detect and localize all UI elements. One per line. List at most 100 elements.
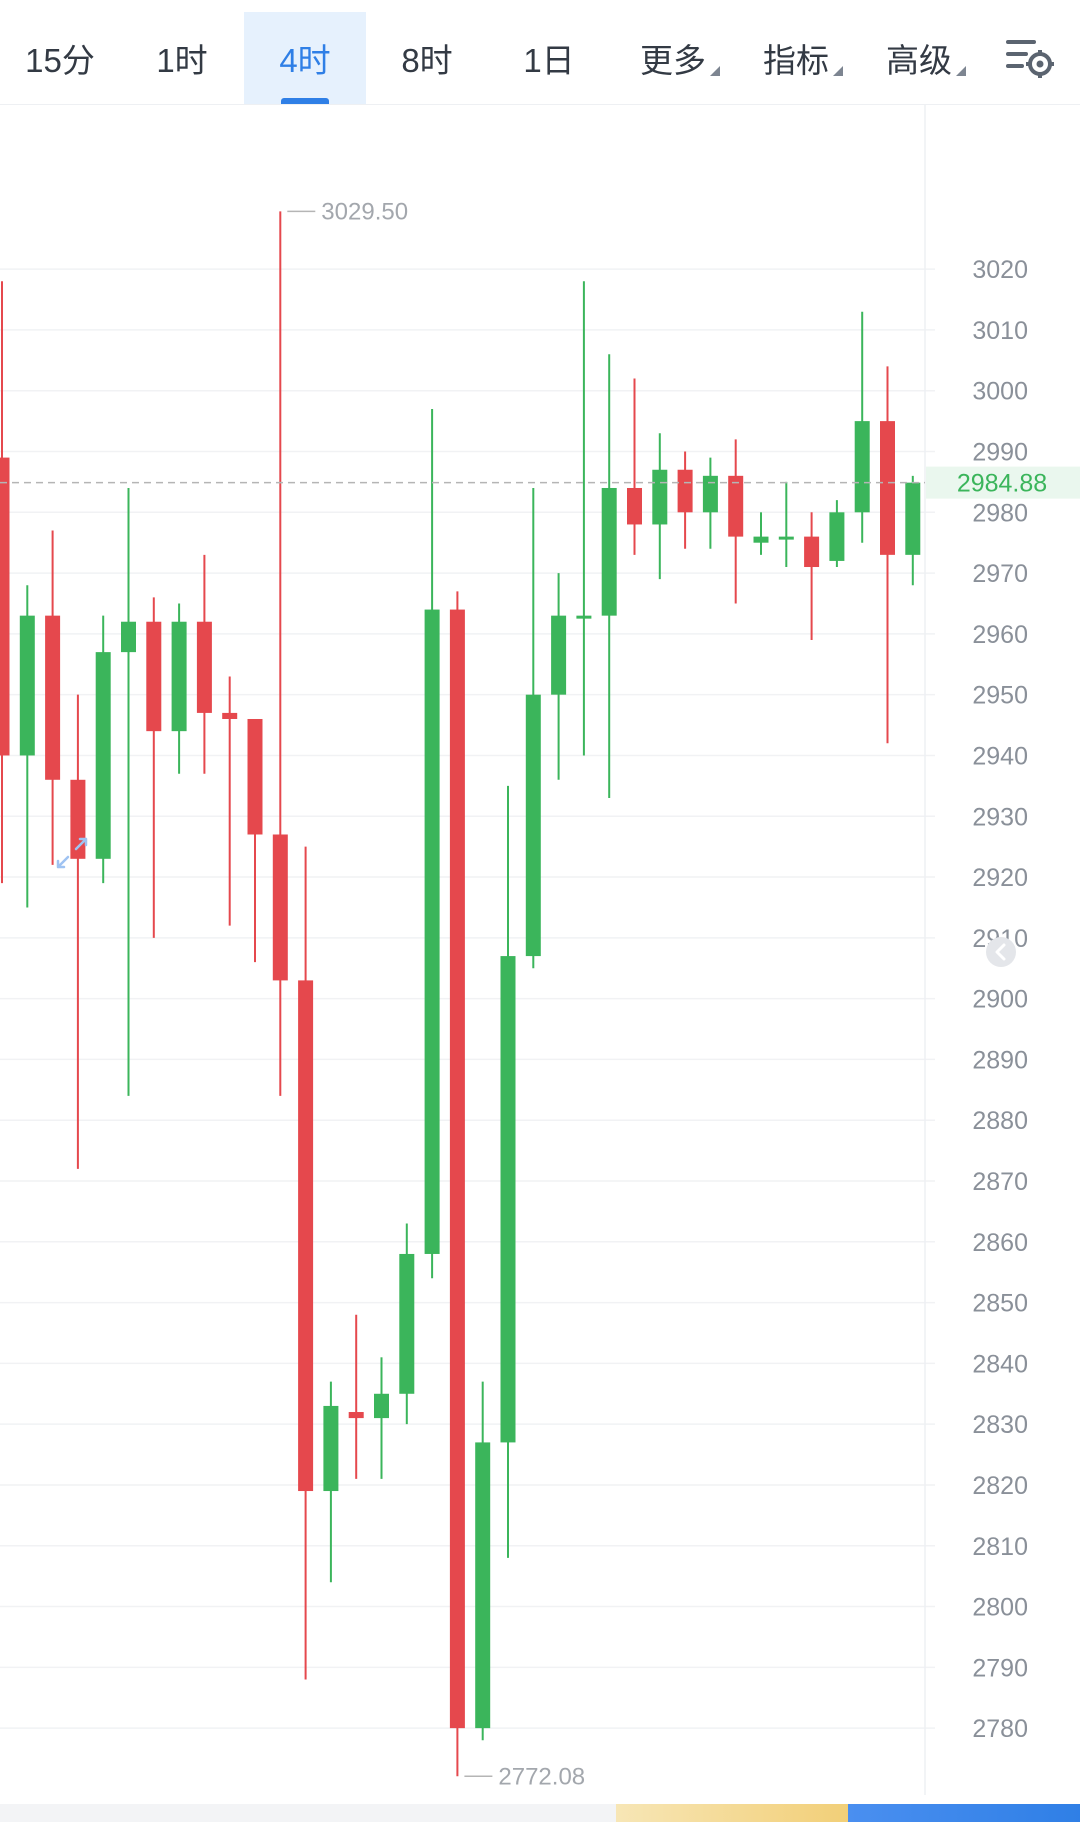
tab-1hour[interactable]: 1时 — [156, 42, 208, 79]
candle — [525, 487, 541, 969]
candle — [677, 451, 693, 549]
candle-body — [854, 421, 870, 513]
candle — [171, 603, 187, 774]
candle-body — [45, 615, 61, 780]
candle-body — [196, 621, 212, 713]
y-tick-label: 2880 — [972, 1107, 1028, 1135]
tab-4hour[interactable]: 4时 — [244, 12, 366, 104]
candle — [627, 378, 642, 555]
candle — [424, 408, 440, 1279]
candle — [247, 718, 263, 963]
candle — [146, 597, 162, 938]
low-price-label: 2772.08 — [498, 1763, 585, 1790]
y-tick-label: 2890 — [972, 1046, 1028, 1074]
candle-body — [576, 615, 592, 619]
candle — [196, 554, 212, 774]
candle — [45, 530, 61, 865]
candle-body — [272, 834, 288, 981]
candle-body — [804, 536, 820, 568]
candle-body — [677, 469, 693, 513]
candle — [95, 615, 111, 884]
more-menu[interactable]: 更多 — [640, 12, 720, 104]
candle-body — [829, 512, 845, 561]
candle — [272, 211, 288, 1096]
y-tick-label: 2930 — [972, 803, 1028, 831]
candle — [905, 475, 921, 586]
y-axis: 3020 3010 3000 2990 2980 2970 2960 2950 2940 2930… — [972, 256, 1028, 1743]
indicators-menu[interactable]: 指标 — [763, 12, 843, 104]
y-tick-label: 2820 — [972, 1472, 1028, 1500]
dropdown-corner-icon — [710, 66, 720, 76]
candle-body — [601, 487, 617, 616]
candle — [374, 1357, 389, 1479]
current-price-label: 2984.88 — [957, 470, 1047, 498]
candle-body — [525, 694, 541, 957]
tab-15min[interactable]: 15分 — [25, 42, 95, 79]
candle — [222, 676, 238, 926]
candle-body — [374, 1393, 389, 1419]
candle-body — [500, 956, 516, 1443]
candle-body — [702, 475, 718, 513]
candles — [0, 211, 921, 1777]
high-price-label: 3029.50 — [321, 198, 408, 225]
candle — [778, 481, 794, 568]
dropdown-corner-icon — [833, 66, 843, 76]
candle-body — [0, 457, 10, 756]
candle-body — [121, 621, 136, 653]
candle — [449, 591, 465, 1777]
bottom-action-bar — [0, 1804, 1080, 1822]
y-tick-label: 2810 — [972, 1533, 1028, 1561]
y-tick-label: 2950 — [972, 682, 1028, 710]
advanced-menu-label: 高级 — [886, 42, 952, 79]
candle-body — [880, 421, 895, 555]
candle — [348, 1314, 364, 1479]
dropdown-corner-icon — [956, 66, 966, 76]
candle — [399, 1223, 415, 1425]
candle — [728, 439, 744, 604]
tab-8hour[interactable]: 8时 — [401, 42, 453, 79]
chart-settings-button[interactable] — [1004, 36, 1054, 80]
y-tick-label: 2960 — [972, 621, 1028, 649]
y-tick-label: 3020 — [972, 256, 1028, 284]
y-tick-label: 2780 — [972, 1715, 1028, 1743]
bottom-action-yellow[interactable] — [616, 1804, 848, 1822]
candlestick-chart[interactable]: 3020 3010 3000 2990 2980 2970 2960 2950 2940 2930… — [0, 105, 1080, 1795]
y-tick-label: 2830 — [972, 1411, 1028, 1439]
candle — [601, 354, 617, 799]
y-tick-label: 2800 — [972, 1594, 1028, 1622]
candle-body — [627, 487, 642, 525]
candle-body — [222, 712, 238, 719]
candle — [475, 1381, 491, 1741]
y-tick-label: 3000 — [972, 378, 1028, 406]
candle-body — [171, 621, 187, 732]
collapse-axis-icon[interactable] — [986, 937, 1016, 967]
y-tick-label: 2840 — [972, 1350, 1028, 1378]
y-tick-label: 2990 — [972, 439, 1028, 467]
candle — [19, 585, 35, 908]
gridlines — [0, 268, 935, 1729]
y-tick-label: 2980 — [972, 499, 1028, 527]
tab-1day[interactable]: 1日 — [523, 42, 575, 79]
y-tick-label: 2860 — [972, 1229, 1028, 1257]
y-tick-label: 3010 — [972, 317, 1028, 345]
chart-canvas: 3020 3010 3000 2990 2980 2970 2960 2950 2940 2930… — [0, 105, 1080, 1795]
bottom-action-blue[interactable] — [848, 1804, 1080, 1822]
indicators-menu-label: 指标 — [763, 42, 829, 79]
y-tick-label: 2850 — [972, 1290, 1028, 1318]
more-menu-label: 更多 — [640, 42, 706, 79]
candle — [298, 846, 314, 1680]
current-price-badge — [926, 466, 1080, 499]
expand-chart-icon[interactable] — [56, 837, 88, 869]
candle-body — [19, 615, 35, 756]
timeframe-toolbar: 15分 1时 4时 8时 1日 更多 指标 高级 — [0, 0, 1080, 105]
candle-body — [753, 536, 769, 543]
candle — [753, 512, 769, 555]
candle — [121, 487, 136, 1096]
advanced-menu[interactable]: 高级 — [886, 12, 966, 104]
candle — [652, 433, 668, 580]
candle — [576, 281, 592, 756]
candle-body — [247, 718, 263, 835]
candle-body — [905, 482, 921, 555]
candle — [829, 500, 845, 568]
candle — [500, 785, 516, 1558]
